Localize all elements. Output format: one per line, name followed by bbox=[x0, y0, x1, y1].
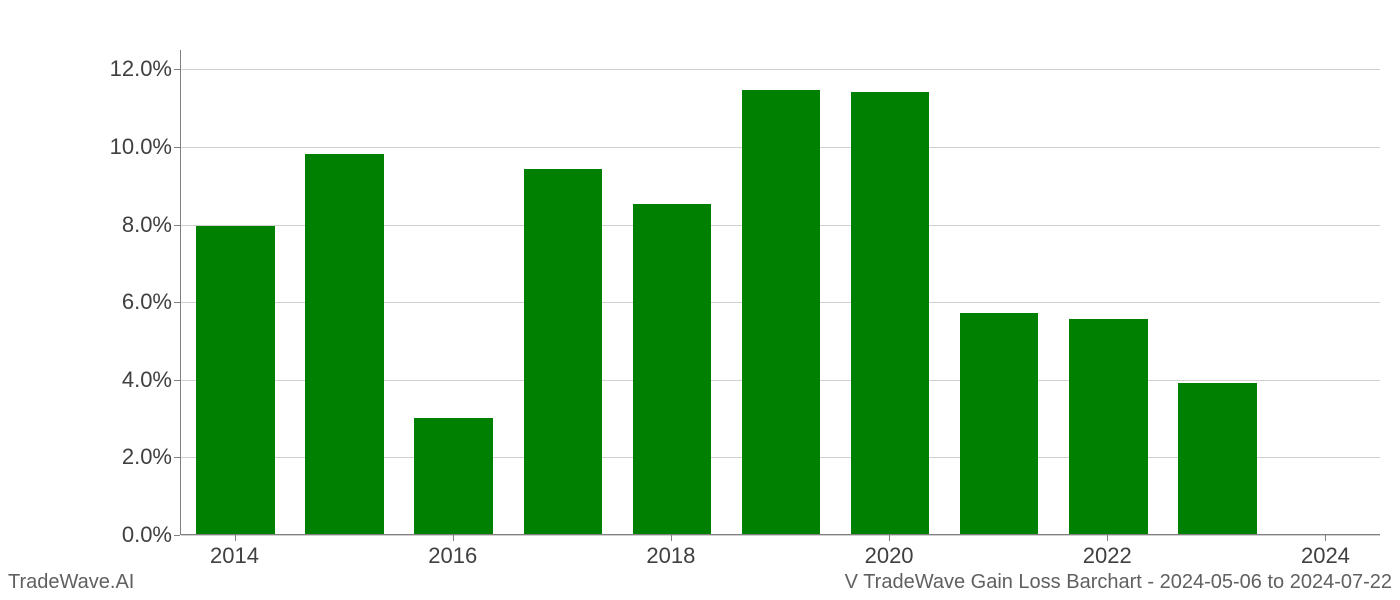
y-tick-label: 10.0% bbox=[72, 134, 172, 160]
y-tick-mark bbox=[174, 69, 180, 70]
bar bbox=[960, 313, 1039, 534]
bar bbox=[414, 418, 493, 534]
bar bbox=[1069, 319, 1148, 534]
y-tick-label: 2.0% bbox=[72, 444, 172, 470]
bar bbox=[1178, 383, 1257, 534]
bar bbox=[742, 90, 821, 534]
gridline bbox=[181, 535, 1380, 536]
y-tick-mark bbox=[174, 380, 180, 381]
bar bbox=[196, 226, 275, 534]
x-tick-mark bbox=[1325, 535, 1326, 541]
x-tick-mark bbox=[1107, 535, 1108, 541]
y-tick-mark bbox=[174, 225, 180, 226]
x-tick-label: 2014 bbox=[210, 543, 259, 569]
y-tick-label: 0.0% bbox=[72, 522, 172, 548]
x-tick-label: 2022 bbox=[1083, 543, 1132, 569]
x-tick-mark bbox=[889, 535, 890, 541]
footer-left: TradeWave.AI bbox=[8, 571, 134, 594]
y-tick-label: 12.0% bbox=[72, 56, 172, 82]
x-tick-mark bbox=[235, 535, 236, 541]
x-tick-mark bbox=[453, 535, 454, 541]
chart-container: 0.0% 2.0% 4.0% 6.0% 8.0% 10.0% 12.0% 2014 2016 2… bbox=[0, 0, 1400, 600]
bar bbox=[851, 92, 930, 534]
bar bbox=[633, 204, 712, 534]
bar bbox=[524, 169, 603, 534]
x-tick-label: 2024 bbox=[1301, 543, 1350, 569]
footer-right: V TradeWave Gain Loss Barchart - 2024-05… bbox=[845, 571, 1392, 594]
y-tick-mark bbox=[174, 457, 180, 458]
y-tick-label: 6.0% bbox=[72, 289, 172, 315]
y-tick-mark bbox=[174, 147, 180, 148]
y-tick-label: 8.0% bbox=[72, 212, 172, 238]
x-tick-label: 2018 bbox=[646, 543, 695, 569]
x-tick-mark bbox=[671, 535, 672, 541]
plot-area bbox=[180, 50, 1380, 535]
bar bbox=[305, 154, 384, 534]
x-tick-label: 2020 bbox=[865, 543, 914, 569]
y-tick-mark bbox=[174, 302, 180, 303]
gridline bbox=[181, 69, 1380, 70]
x-tick-label: 2016 bbox=[428, 543, 477, 569]
y-tick-label: 4.0% bbox=[72, 367, 172, 393]
y-tick-mark bbox=[174, 535, 180, 536]
